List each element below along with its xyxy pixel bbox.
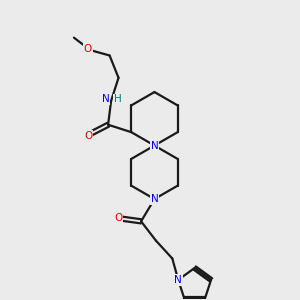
Text: O: O: [114, 213, 122, 223]
Text: N: N: [102, 94, 110, 104]
Text: O: O: [84, 44, 92, 54]
Text: N: N: [151, 194, 158, 204]
Text: H: H: [114, 94, 122, 104]
Text: N: N: [151, 140, 158, 151]
Text: N: N: [174, 275, 182, 285]
Text: O: O: [84, 131, 92, 141]
